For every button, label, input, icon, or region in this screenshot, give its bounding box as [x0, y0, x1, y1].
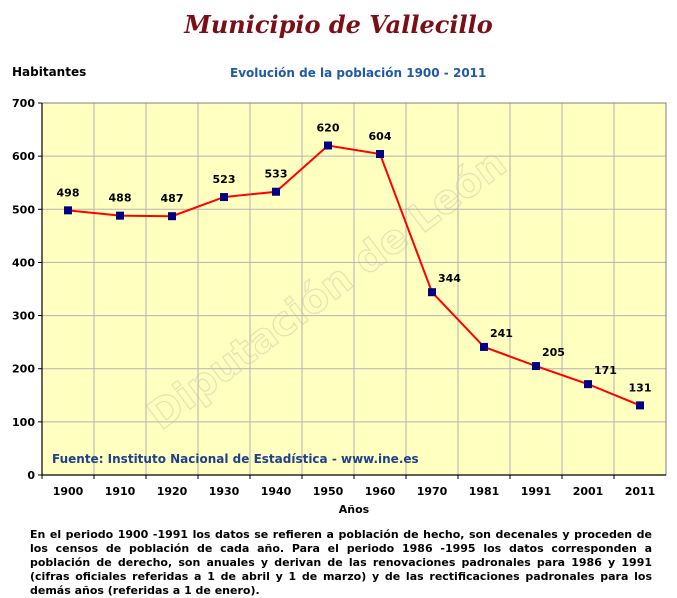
x-tick-label: 1981 — [469, 485, 500, 498]
y-tick-label: 0 — [27, 469, 35, 482]
x-tick-label: 1920 — [157, 485, 188, 498]
data-point — [220, 193, 228, 202]
x-tick-label: 1910 — [105, 485, 136, 498]
data-point — [116, 211, 124, 220]
data-label: 498 — [57, 186, 80, 199]
data-point — [532, 362, 540, 371]
y-tick-label: 500 — [12, 203, 35, 216]
data-point — [376, 150, 384, 159]
data-label: 171 — [594, 364, 617, 377]
data-label: 604 — [369, 130, 392, 143]
series-line — [67, 144, 641, 407]
data-point — [480, 342, 488, 351]
source-caption: Fuente: Instituto Nacional de Estadístic… — [52, 452, 419, 466]
x-tick-label: 1900 — [53, 485, 84, 498]
x-tick-label: 1991 — [521, 485, 552, 498]
page-title: Municipio de Vallecillo — [184, 10, 493, 39]
data-label: 131 — [629, 381, 652, 394]
data-label: 344 — [438, 272, 461, 285]
y-tick-label: 200 — [12, 363, 35, 376]
x-tick-label: 1950 — [313, 485, 344, 498]
data-label: 488 — [109, 192, 132, 205]
x-tick-label: 1970 — [417, 485, 448, 498]
x-tick-label: 2011 — [625, 485, 656, 498]
methodology-note: En el periodo 1900 -1991 los datos se re… — [30, 528, 652, 597]
x-tick-label: 1940 — [261, 485, 292, 498]
data-point — [636, 401, 644, 410]
x-axis-title: Años — [339, 503, 370, 516]
y-tick-label: 400 — [12, 256, 35, 269]
population-line-chart: Diputación de León0100200300400500600700… — [12, 97, 667, 516]
data-point — [64, 206, 72, 215]
data-label: 620 — [317, 122, 340, 135]
y-tick-label: 600 — [12, 150, 35, 163]
data-label: 487 — [161, 192, 184, 205]
x-tick-label: 2001 — [573, 485, 604, 498]
y-tick-label: 100 — [12, 416, 35, 429]
data-point — [272, 187, 280, 196]
y-tick-label: 700 — [12, 97, 35, 110]
data-point — [428, 288, 436, 297]
data-point — [584, 380, 592, 389]
data-label: 533 — [265, 168, 288, 181]
data-label: 241 — [490, 327, 513, 340]
chart-title: Evolución de la población 1900 - 2011 — [230, 66, 487, 80]
x-tick-label: 1930 — [209, 485, 240, 498]
data-point — [324, 141, 332, 150]
y-tick-label: 300 — [12, 310, 35, 323]
y-axis-title: Habitantes — [12, 65, 87, 79]
data-label: 523 — [213, 173, 236, 186]
x-tick-label: 1960 — [365, 485, 396, 498]
data-label: 205 — [542, 346, 565, 359]
data-point — [168, 212, 176, 221]
